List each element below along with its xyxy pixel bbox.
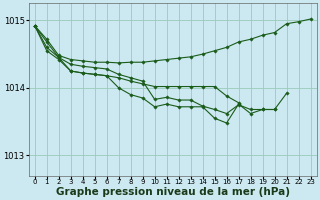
X-axis label: Graphe pression niveau de la mer (hPa): Graphe pression niveau de la mer (hPa): [56, 187, 290, 197]
